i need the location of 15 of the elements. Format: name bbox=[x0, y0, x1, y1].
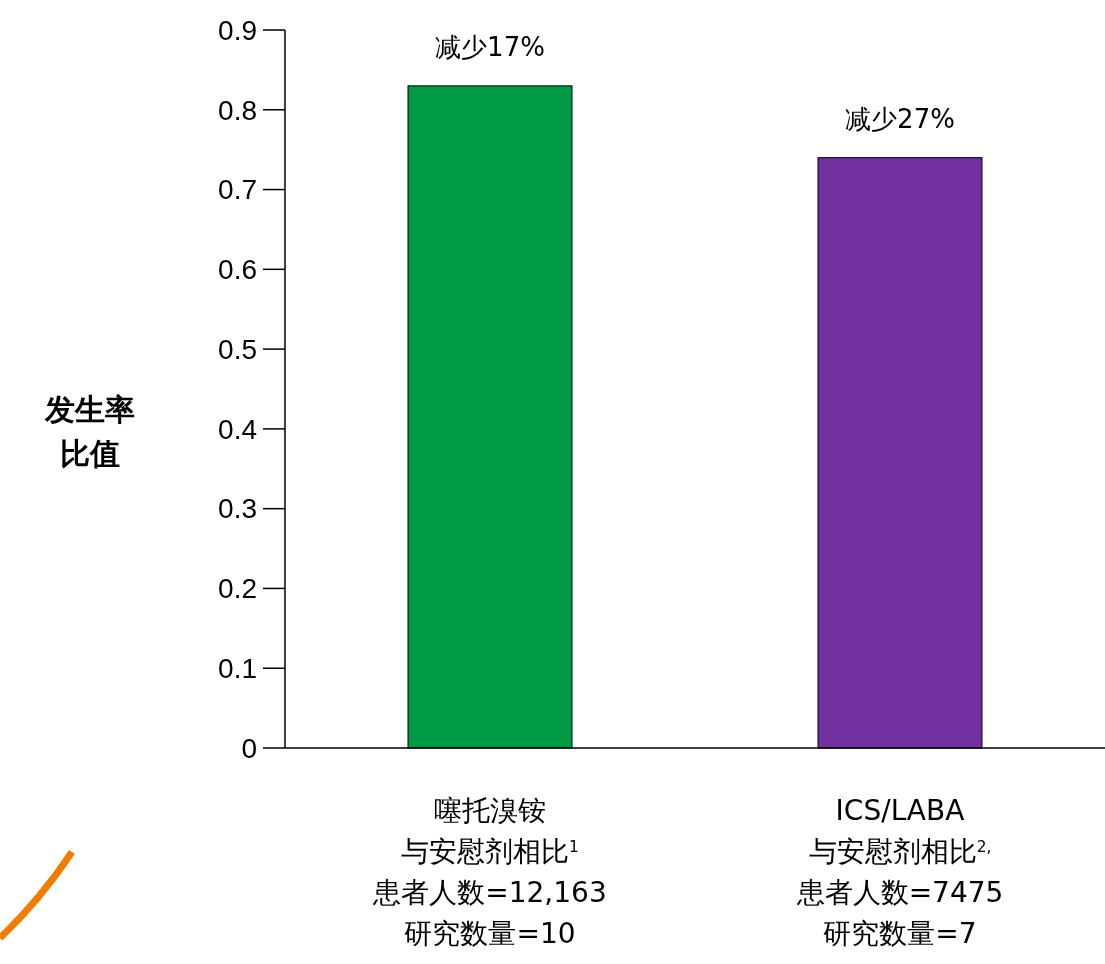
y-tick-label: 0.3 bbox=[218, 493, 257, 525]
category-label: 噻托溴铵与安慰剂相比$^{1}$ 患者人数=12,163 研究数量=10 bbox=[373, 794, 607, 950]
y-tick-label: 0 bbox=[241, 732, 257, 764]
y-tick-label: 0.6 bbox=[218, 254, 257, 286]
data-label: 减少17% bbox=[435, 31, 545, 62]
category-label: ICS/LABA 与安慰剂相比$^{2,}$ 患者人数=7475 研究数量=7 bbox=[796, 794, 1004, 950]
y-tick-label: 0.8 bbox=[218, 94, 257, 126]
y-tick-label: 0.4 bbox=[218, 413, 257, 445]
y-tick-label: 0.1 bbox=[218, 653, 257, 685]
y-tick-label: 0.7 bbox=[218, 174, 257, 206]
y-axis-title: 发生率比值 bbox=[44, 392, 135, 471]
data-label: 减少27% bbox=[845, 103, 955, 134]
y-tick-label: 0.9 bbox=[218, 14, 257, 46]
y-tick-label: 0.5 bbox=[218, 333, 257, 365]
y-tick-label: 0.2 bbox=[218, 573, 257, 605]
